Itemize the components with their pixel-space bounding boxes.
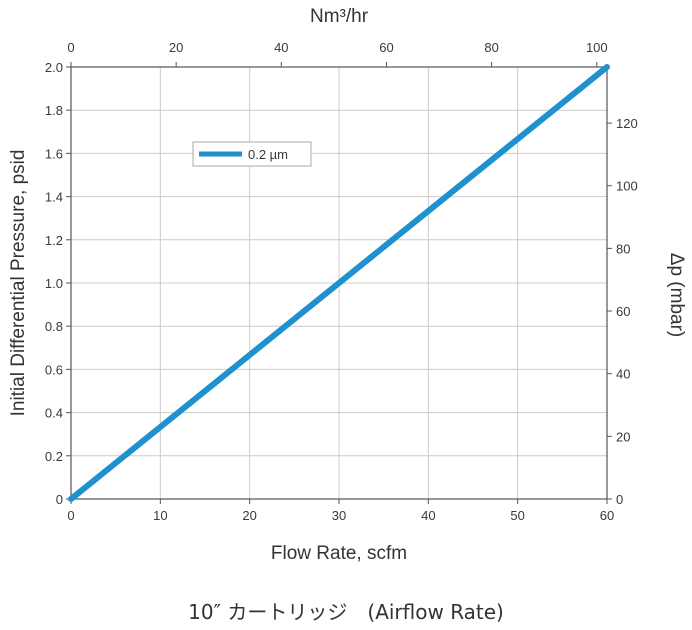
y-tick-label: 0.8 bbox=[45, 319, 63, 334]
legend-label: 0.2 µm bbox=[248, 147, 288, 162]
series-line bbox=[68, 64, 610, 502]
y-tick-label: 0.2 bbox=[45, 449, 63, 464]
series-layer bbox=[68, 64, 610, 502]
y-tick-label: 1.4 bbox=[45, 190, 63, 205]
y-axis-label: Initial Differential Pressure, psid bbox=[8, 150, 29, 417]
y-tick-label: 1.6 bbox=[45, 146, 63, 161]
x2-tick-label: 40 bbox=[274, 40, 288, 55]
x-tick-label: 20 bbox=[242, 508, 256, 523]
x2-tick-label: 0 bbox=[67, 40, 74, 55]
y2-tick-label: 20 bbox=[616, 429, 630, 444]
y2-tick-label: 60 bbox=[616, 304, 630, 319]
y-tick-label: 0 bbox=[56, 492, 63, 507]
y-tick-label: 0.6 bbox=[45, 362, 63, 377]
axis-ticks: 0 10 20 30 40 50 6000.20.40.60.81.01.21.41.61.… bbox=[45, 40, 638, 523]
x-tick-label: 10 bbox=[153, 508, 167, 523]
x2-tick-label: 100 bbox=[586, 40, 608, 55]
y2-tick-label: 0 bbox=[616, 492, 623, 507]
x2-axis-label: Nm³/hr bbox=[310, 6, 369, 27]
x2-tick-label: 20 bbox=[169, 40, 183, 55]
x2-tick-label: 60 bbox=[379, 40, 393, 55]
y2-tick-label: 100 bbox=[616, 179, 638, 194]
y2-axis-label: Δp (mbar) bbox=[666, 253, 687, 337]
y-tick-label: 0.4 bbox=[45, 406, 63, 421]
x-tick-label: 50 bbox=[510, 508, 524, 523]
y-tick-label: 2.0 bbox=[45, 60, 63, 75]
figure-caption: 10″ カートリッジ (Airflow Rate) bbox=[188, 600, 504, 624]
x2-tick-label: 80 bbox=[484, 40, 498, 55]
y2-tick-label: 120 bbox=[616, 116, 638, 131]
y-tick-label: 1.0 bbox=[45, 276, 63, 291]
y-tick-label: 1.8 bbox=[45, 103, 63, 118]
x-axis-label: Flow Rate, scfm bbox=[271, 543, 407, 564]
y-tick-label: 1.2 bbox=[45, 233, 63, 248]
x-tick-label: 60 bbox=[600, 508, 614, 523]
chart: 0 10 20 30 40 50 6000.20.40.60.81.01.21.41.61.… bbox=[8, 6, 687, 564]
y2-tick-label: 40 bbox=[616, 367, 630, 382]
y2-tick-label: 80 bbox=[616, 241, 630, 256]
x-tick-label: 30 bbox=[332, 508, 346, 523]
legend: 0.2 µm bbox=[192, 141, 312, 167]
x-tick-label: 40 bbox=[421, 508, 435, 523]
x-tick-label: 0 bbox=[67, 508, 74, 523]
